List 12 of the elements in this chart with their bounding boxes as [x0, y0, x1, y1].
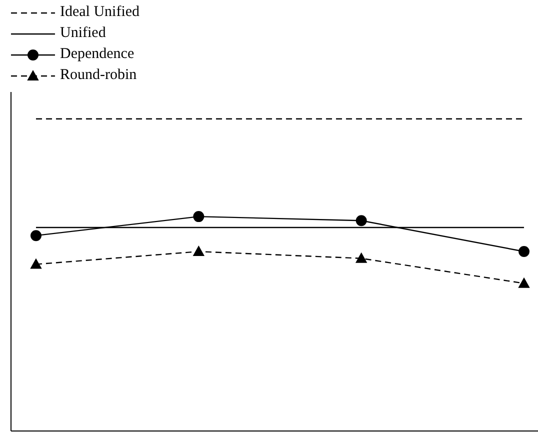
point [30, 258, 42, 269]
point [193, 211, 204, 222]
point [356, 252, 367, 263]
legend-label: Unified [60, 25, 106, 42]
legend-label: Dependence [60, 46, 134, 63]
point [30, 230, 42, 242]
point [356, 215, 367, 226]
point [518, 278, 530, 288]
legend-label: Ideal Unified [60, 4, 140, 21]
legend-label: Round-robin [60, 67, 137, 84]
point [193, 246, 204, 256]
point [518, 246, 530, 258]
